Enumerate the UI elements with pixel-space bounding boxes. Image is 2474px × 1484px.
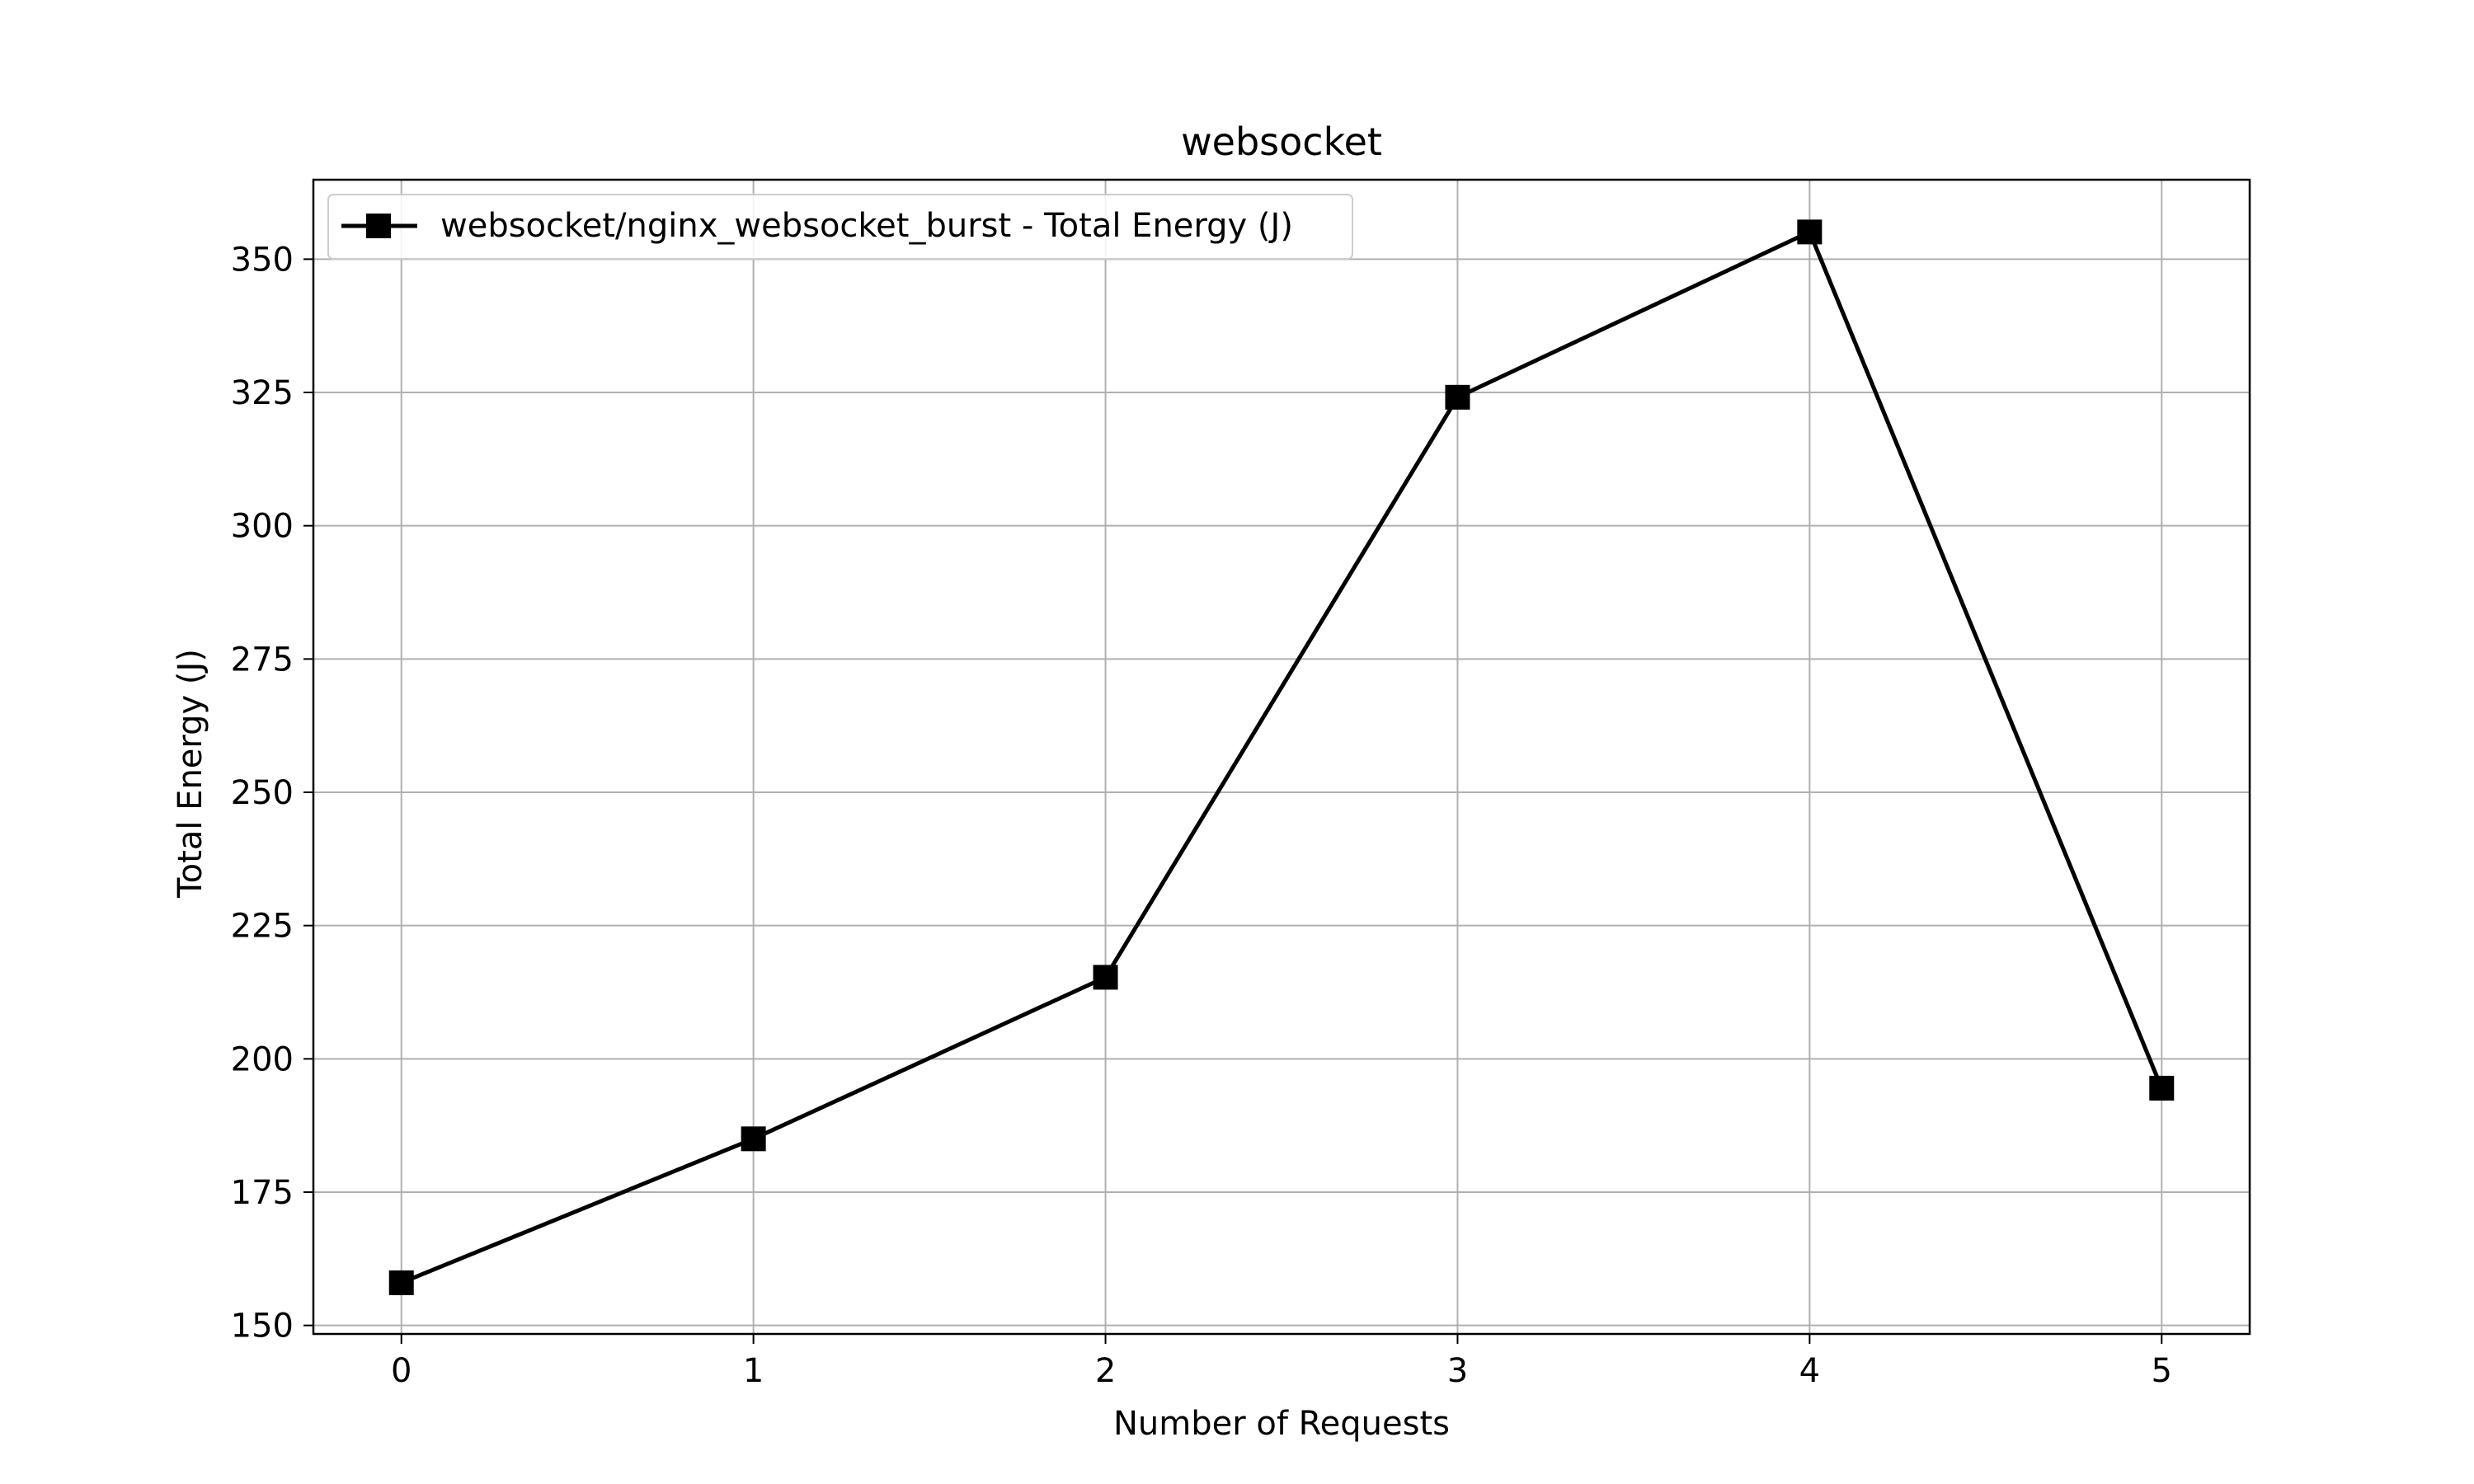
y-tick-label: 200 <box>231 1040 294 1078</box>
x-tick-label: 2 <box>1095 1352 1116 1390</box>
y-tick-label: 300 <box>231 508 294 546</box>
legend: websocket/nginx_websocket_burst - Total … <box>327 194 1353 260</box>
data-point-marker <box>1445 384 1470 410</box>
y-axis-label: Total Energy (J) <box>172 649 209 899</box>
x-tick-label: 1 <box>743 1352 764 1390</box>
y-tick-label: 250 <box>231 774 294 812</box>
x-tick-label: 4 <box>1799 1352 1820 1390</box>
data-point-marker <box>2149 1075 2175 1101</box>
y-tick-label: 325 <box>231 374 294 412</box>
y-tick-label: 275 <box>231 641 294 679</box>
series-line <box>400 229 2164 1285</box>
ticks: 0 1 2 3 4 5 150 175 200 225 250 275 300 325 350 <box>231 241 2172 1390</box>
y-tick-label: 175 <box>231 1174 294 1212</box>
x-tick-label: 3 <box>1447 1352 1468 1390</box>
chart-title: websocket <box>1181 120 1382 164</box>
y-tick-label: 150 <box>231 1308 294 1345</box>
data-point-marker <box>1093 965 1118 990</box>
x-tick-label: 0 <box>391 1352 412 1390</box>
data-point-marker <box>388 1270 414 1295</box>
legend-label: websocket/nginx_websocket_burst - Total … <box>440 207 1293 245</box>
legend-box <box>327 194 1353 260</box>
legend-marker-swatch <box>366 214 391 238</box>
data-point-marker <box>1797 219 1823 245</box>
data-point-marker <box>741 1126 766 1152</box>
x-tick-label: 5 <box>2152 1352 2172 1390</box>
y-tick-label: 225 <box>231 908 294 946</box>
x-axis-label: Number of Requests <box>1113 1405 1450 1443</box>
plot-area-frame <box>312 178 2251 1336</box>
series-layer <box>388 219 2175 1295</box>
y-tick-label: 350 <box>231 241 294 279</box>
